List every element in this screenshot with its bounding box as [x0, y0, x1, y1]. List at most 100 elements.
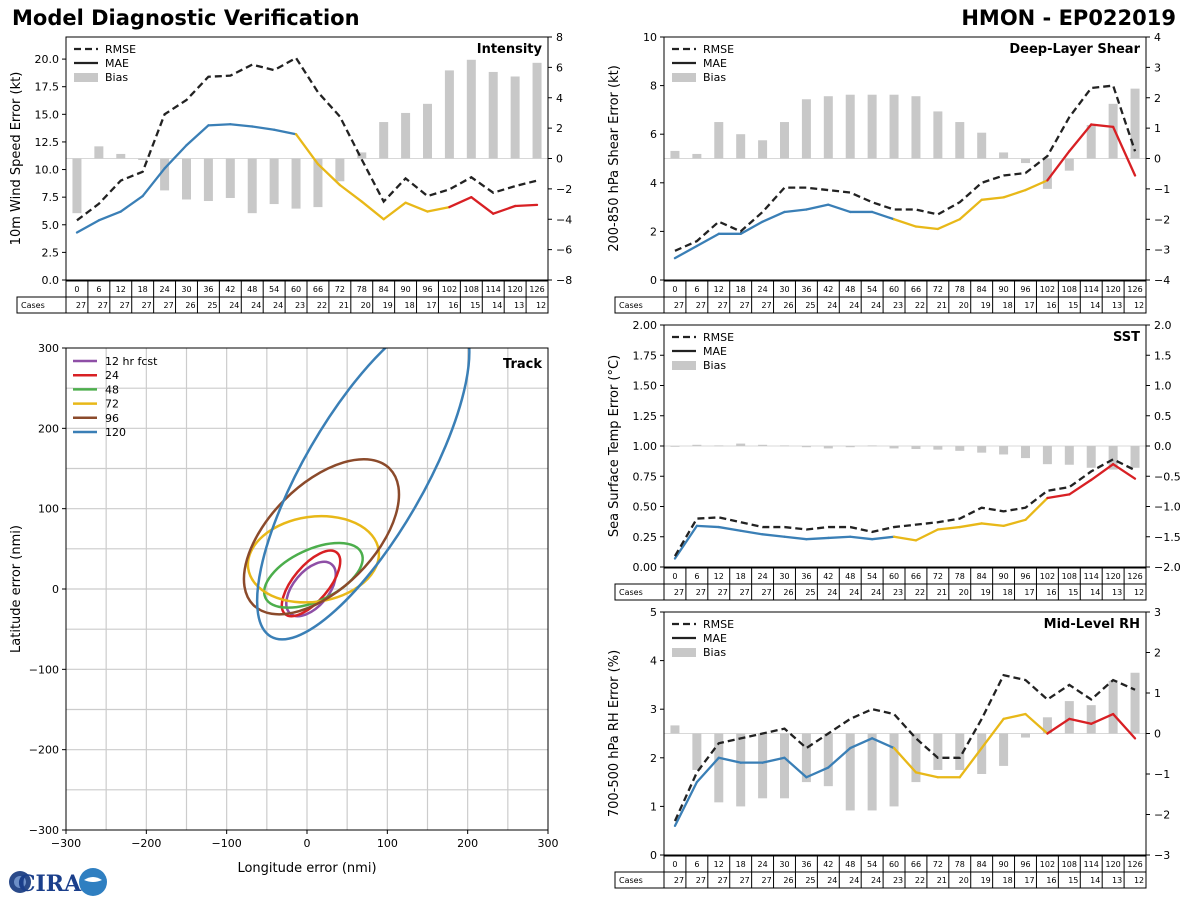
mae-segment	[805, 536, 830, 541]
mae-segment	[163, 144, 188, 170]
cases-label: Cases	[619, 301, 643, 310]
table-hour: 120	[1105, 860, 1120, 869]
mae-segment	[827, 746, 852, 769]
bias-bar	[714, 733, 724, 803]
y2-tick-label: 2	[1154, 647, 1161, 660]
table-hour: 60	[889, 860, 899, 869]
bias-bar	[999, 446, 1009, 455]
mae-segment	[141, 167, 166, 198]
logo-globe-inner-icon	[14, 876, 26, 888]
table-hour: 114	[1084, 572, 1099, 581]
cases-label-cell	[614, 583, 665, 601]
table-hour: 6	[694, 860, 699, 869]
x-tick-label: 200	[457, 837, 478, 850]
legend-bias-label: Bias	[105, 71, 128, 84]
bias-bar	[933, 111, 943, 159]
table-cases: 21	[339, 301, 349, 310]
bias-bar	[1086, 446, 1096, 468]
table-cases: 21	[937, 588, 947, 597]
mae-segment	[870, 737, 896, 750]
legend-rmse-label: RMSE	[703, 618, 734, 631]
y-tick-label: −300	[29, 824, 59, 837]
bias-bar	[423, 103, 432, 159]
table-cases: 21	[937, 876, 947, 885]
y-tick-label: 0.50	[633, 501, 658, 514]
table-hour: 108	[1062, 572, 1077, 581]
table-hour: 42	[823, 860, 833, 869]
table-cases: 13	[514, 301, 524, 310]
legend-label: 48	[105, 383, 119, 396]
table-cases: 27	[761, 876, 771, 885]
mae-segment	[870, 210, 896, 221]
mae-segment	[470, 196, 495, 215]
table-cases: 20	[959, 876, 969, 885]
table-hour: 0	[74, 285, 79, 294]
table-cases: 18	[1002, 876, 1012, 885]
legend-label: 72	[105, 398, 119, 411]
table-cases: 24	[229, 301, 239, 310]
mae-segment	[695, 524, 720, 529]
bias-bar	[670, 725, 680, 734]
table-hour: 24	[757, 285, 767, 294]
bias-bar	[488, 71, 498, 159]
table-hour: 30	[779, 572, 789, 581]
bias-bar	[444, 70, 454, 159]
y2-tick-label: −0.5	[1154, 470, 1181, 483]
x-tick-label: −200	[131, 837, 161, 850]
y-tick-label: 0.00	[633, 561, 658, 574]
legend-mae-label: MAE	[105, 57, 129, 70]
mae-segment	[914, 225, 940, 231]
y-tick-label: −200	[29, 744, 59, 757]
y2-tick-label: 2	[1154, 92, 1161, 105]
y2-tick-label: 2.0	[1154, 319, 1172, 332]
bias-bar	[357, 152, 367, 159]
table-hour: 18	[736, 860, 746, 869]
bias-bar	[714, 445, 724, 447]
table-hour: 84	[977, 572, 987, 581]
y-tick-label: 100	[38, 503, 59, 516]
panel-sst: 0.000.250.500.751.001.251.501.752.00−2.0…	[607, 319, 1181, 601]
y-tick-label: 200	[38, 422, 59, 435]
mae-segment	[492, 204, 517, 215]
y2-tick-label: 6	[556, 61, 563, 74]
table-hour: 36	[203, 285, 213, 294]
table-hour: 18	[736, 572, 746, 581]
table-cases: 17	[1024, 876, 1034, 885]
legend-label: 24	[105, 369, 119, 382]
y2-tick-label: 0.0	[1154, 440, 1172, 453]
table-hour: 108	[1062, 860, 1077, 869]
bias-bar	[801, 733, 811, 783]
bias-bar	[977, 446, 987, 453]
mae-segment	[783, 756, 808, 779]
bias-bar	[977, 132, 987, 159]
x-tick-label: −300	[51, 837, 81, 850]
table-cases: 13	[1112, 876, 1122, 885]
bias-bar	[692, 733, 702, 770]
mae-segment	[404, 201, 429, 213]
bias-bar	[1130, 446, 1140, 468]
bias-bar	[845, 446, 855, 448]
mae-segment	[761, 210, 786, 223]
y2-tick-label: −3	[1154, 244, 1170, 257]
mae-segment	[185, 124, 210, 147]
mae-segment	[1090, 123, 1115, 129]
table-hour: 0	[672, 572, 677, 581]
y-tick-label: 8	[650, 80, 657, 93]
bias-bar	[911, 96, 921, 159]
table-hour: 66	[911, 285, 921, 294]
y-tick-label: 5	[650, 606, 657, 619]
x-tick-label: 0	[304, 837, 311, 850]
bias-bar	[889, 446, 899, 449]
table-cases: 27	[696, 876, 706, 885]
bias-bar	[933, 733, 943, 770]
y-axis-label: Sea Surface Temp Error (°C)	[607, 355, 622, 537]
table-cases: 27	[740, 588, 750, 597]
table-hour: 6	[694, 285, 699, 294]
bias-bar	[780, 733, 789, 799]
legend-rmse-label: RMSE	[703, 331, 734, 344]
table-cases: 24	[849, 301, 859, 310]
mae-segment	[1111, 125, 1137, 177]
y2-tick-label: −4	[1154, 274, 1170, 287]
bias-bar	[335, 158, 345, 182]
y-tick-label: 2	[650, 752, 657, 765]
